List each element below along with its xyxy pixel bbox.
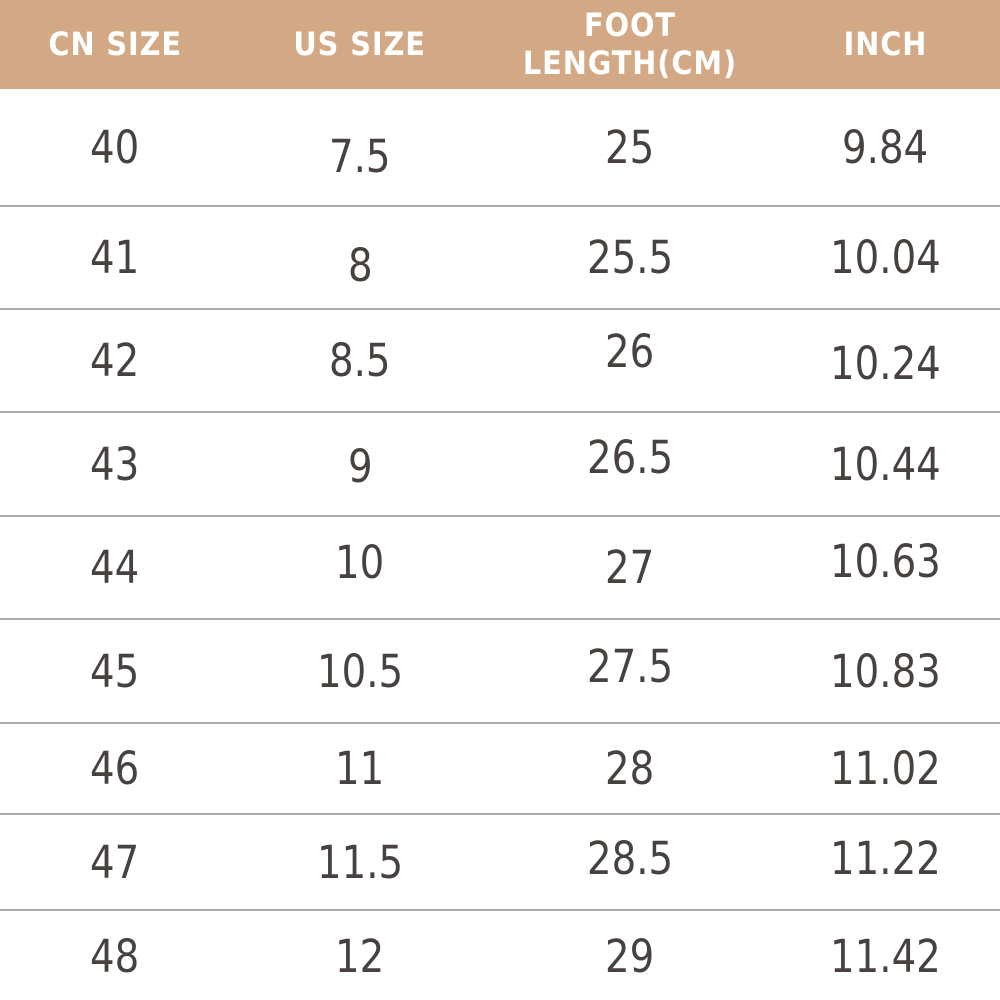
cell-value: 11.5 [316,835,404,889]
cell-value: 48 [90,929,140,983]
cell-foot-length-cm: 28.5 [490,815,770,909]
cell-inch: 10.44 [770,413,1000,515]
cell-value: 9.84 [841,120,929,174]
cell-cn-size: 42 [0,310,230,411]
cell-value: 8 [347,239,373,292]
cell-foot-length-cm: 26.5 [490,413,770,515]
table-row: 45 10.5 27.5 10.83 [0,620,1000,724]
header-label-cn-size: CN SIZE [48,24,182,63]
cell-value: 10.63 [829,535,941,588]
cell-inch: 10.04 [770,207,1000,308]
table-row: 43 9 26.5 10.44 [0,413,1000,517]
cell-foot-length-cm: 28 [490,724,770,813]
table-body: 40 7.5 25 9.84 41 8 25.5 10.04 42 8.5 26 10.24 43 9 26… [0,89,1000,1000]
cell-cn-size: 47 [0,815,230,909]
table-row: 46 11 28 11.02 [0,724,1000,815]
cell-us-size: 9 [230,413,490,515]
table-row: 41 8 25.5 10.04 [0,207,1000,310]
cell-inch: 10.24 [770,310,1000,411]
cell-foot-length-cm: 27 [490,517,770,618]
table-header-row: CN SIZE US SIZE FOOT LENGTH(CM) INCH [0,0,1000,89]
cell-inch: 10.63 [770,517,1000,618]
cell-value: 11.42 [829,929,941,983]
cell-inch: 10.83 [770,620,1000,722]
cell-us-size: 10.5 [230,620,490,722]
cell-value: 9 [347,439,373,493]
header-cell-foot-length-cm: FOOT LENGTH(CM) [490,0,770,89]
cell-value: 45 [90,644,140,698]
cell-value: 25 [605,120,655,174]
cell-cn-size: 41 [0,207,230,308]
header-label-foot-length-cm: FOOT LENGTH(CM) [522,5,738,82]
cell-value: 26 [605,325,655,378]
table-row: 40 7.5 25 9.84 [0,89,1000,207]
cell-value: 11.22 [829,831,941,885]
cell-value: 12 [335,929,385,983]
cell-value: 47 [90,835,140,889]
table-row: 47 11.5 28.5 11.22 [0,815,1000,911]
cell-us-size: 8 [230,207,490,308]
cell-foot-length-cm: 25.5 [490,207,770,308]
cell-value: 10 [335,536,385,589]
cell-value: 25.5 [586,231,674,284]
cell-value: 27.5 [586,639,674,693]
cell-inch: 11.42 [770,911,1000,1000]
cell-us-size: 11 [230,724,490,813]
cell-value: 10.24 [829,337,941,390]
cell-us-size: 7.5 [230,89,490,205]
cell-value: 27 [605,541,655,594]
cell-value: 10.83 [829,644,941,698]
cell-cn-size: 44 [0,517,230,618]
header-label-inch: INCH [843,24,927,63]
cell-cn-size: 45 [0,620,230,722]
cell-value: 46 [90,742,140,795]
cell-value: 11.02 [829,742,941,795]
cell-value: 44 [90,541,140,594]
cell-value: 11 [335,742,385,795]
cell-foot-length-cm: 29 [490,911,770,1000]
cell-foot-length-cm: 25 [490,89,770,205]
header-label-us-size: US SIZE [293,24,427,63]
cell-cn-size: 40 [0,89,230,205]
cell-value: 43 [90,437,140,491]
header-cell-cn-size: CN SIZE [0,0,230,89]
cell-value: 28 [605,742,655,795]
cell-value: 28.5 [586,831,674,885]
cell-us-size: 12 [230,911,490,1000]
header-cell-inch: INCH [770,0,1000,89]
cell-value: 7.5 [329,129,391,183]
cell-inch: 9.84 [770,89,1000,205]
cell-value: 29 [605,929,655,983]
cell-cn-size: 43 [0,413,230,515]
cell-value: 8.5 [329,334,391,387]
cell-inch: 11.22 [770,815,1000,909]
cell-value: 10.04 [829,231,941,284]
cell-us-size: 10 [230,517,490,618]
cell-foot-length-cm: 27.5 [490,620,770,722]
header-cell-us-size: US SIZE [230,0,490,89]
cell-us-size: 8.5 [230,310,490,411]
cell-foot-length-cm: 26 [490,310,770,411]
cell-us-size: 11.5 [230,815,490,909]
cell-value: 40 [90,120,140,174]
table-row: 42 8.5 26 10.24 [0,310,1000,413]
cell-cn-size: 48 [0,911,230,1000]
cell-inch: 11.02 [770,724,1000,813]
cell-value: 42 [90,334,140,387]
cell-value: 41 [90,231,140,284]
table-row: 44 10 27 10.63 [0,517,1000,620]
cell-value: 26.5 [586,430,674,484]
cell-cn-size: 46 [0,724,230,813]
cell-value: 10.44 [829,437,941,491]
table-row: 48 12 29 11.42 [0,911,1000,1000]
cell-value: 10.5 [316,644,404,698]
